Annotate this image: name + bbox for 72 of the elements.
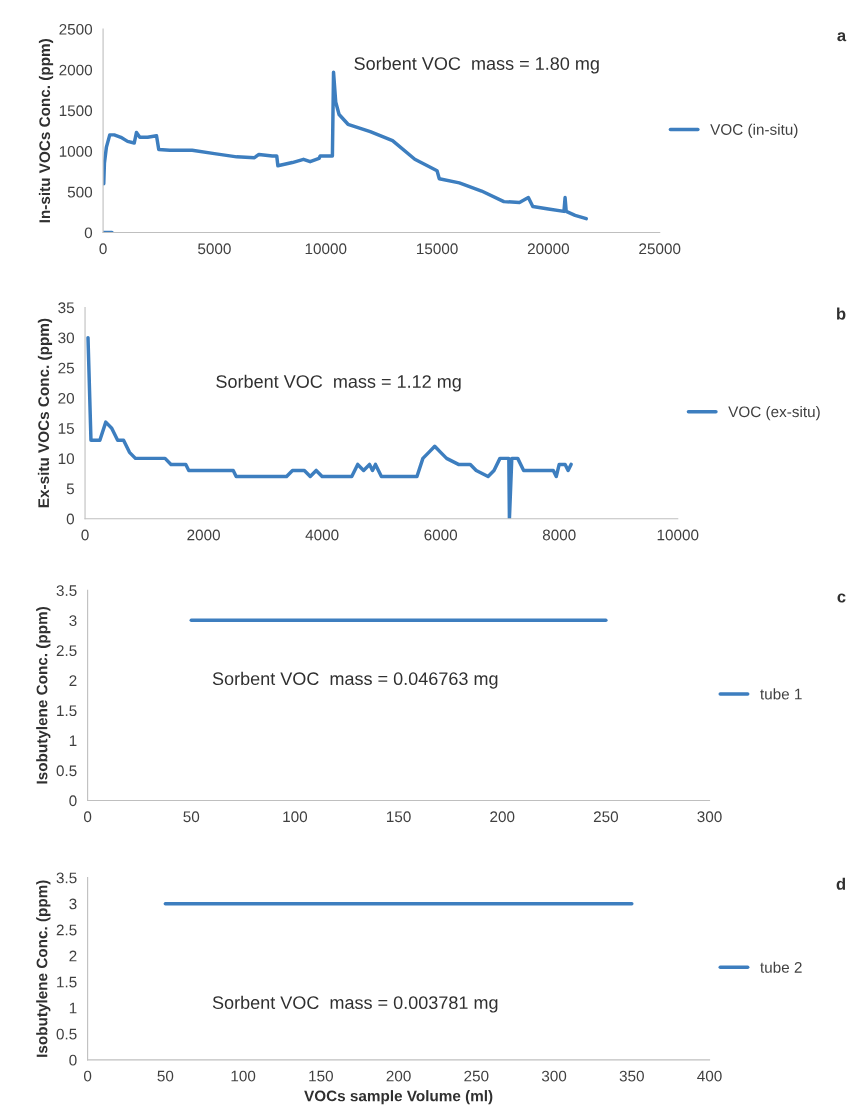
annotation: Sorbent VOC mass = 1.12 mg: [216, 374, 461, 392]
y-tick-label: 15: [58, 423, 74, 434]
y-tick-label: 3.5: [56, 872, 77, 884]
x-tick-label: 6000: [424, 529, 458, 541]
x-tick-label: 150: [387, 811, 411, 823]
text: c: [837, 593, 846, 603]
x-tick-label: 400: [697, 1070, 722, 1082]
legend-label: tube 2: [760, 961, 802, 973]
x-tick-label: 8000: [542, 529, 576, 541]
x-tick-label: 10000: [305, 243, 347, 255]
y-tick-label: 10: [58, 453, 75, 465]
y-tick-label: 1.5: [57, 705, 77, 717]
y-tick-label: 3: [69, 615, 77, 627]
x-tick-label: 4000: [305, 529, 339, 541]
annotation: Sorbent VOC mass = 1.80 mg: [354, 56, 599, 74]
x-tick-label: 250: [593, 811, 619, 823]
y-tick-label: 0.5: [56, 1028, 77, 1040]
legend-label: VOC (in-situ): [710, 123, 798, 138]
text: a: [837, 32, 847, 42]
y-tick-label: 1.5: [57, 976, 77, 988]
y-tick-label: 0: [69, 1054, 77, 1066]
x-tick-label: 300: [697, 811, 722, 823]
x-tick-label: 300: [541, 1070, 567, 1082]
x-tick-label: 50: [157, 1070, 174, 1082]
y-tick-label: 2500: [59, 23, 93, 35]
x-axis-title: VOCs sample Volume (ml): [304, 1090, 493, 1105]
text: d: [836, 877, 846, 890]
text: b: [837, 307, 846, 320]
y-tick-label: 3: [69, 898, 77, 910]
x-tick-label: 250: [464, 1070, 489, 1082]
annotation: Sorbent VOC mass = 0.046763 mg: [212, 671, 498, 689]
y-tick-label: 25: [58, 362, 74, 374]
y-axis-title: In-situ VOCs Conc. (ppm): [38, 39, 54, 223]
x-tick-label: 0: [99, 243, 107, 255]
y-tick-label: 30: [58, 332, 75, 344]
y-tick-label: 1: [69, 1002, 77, 1014]
legend-label: tube 1: [760, 688, 802, 700]
x-tick-label: 200: [490, 811, 515, 823]
legend-label: VOC (ex-situ): [728, 405, 820, 421]
x-tick-label: 25000: [639, 243, 681, 255]
y-axis-title: Isobutylene Conc. (ppm): [36, 880, 51, 1057]
y-tick-label: 0: [69, 795, 77, 807]
y-tick-label: 2000: [59, 64, 93, 76]
y-axis-title: Ex-situ VOCs Conc. (ppm): [37, 318, 53, 508]
x-tick-label: 2000: [187, 529, 220, 541]
y-tick-label: 2.5: [56, 924, 77, 936]
x-tick-label: 20000: [527, 243, 570, 255]
y-axis-title: Isobutylene Conc. (ppm): [36, 607, 51, 784]
x-tick-label: 50: [183, 811, 200, 823]
y-tick-label: 0.5: [56, 765, 77, 777]
x-tick-label: 150: [309, 1070, 333, 1082]
y-tick-label: 1500: [59, 105, 93, 117]
y-tick-label: 1: [69, 735, 77, 746]
x-tick-label: 5000: [198, 243, 231, 255]
y-tick-label: 0: [66, 513, 75, 525]
y-tick-label: 20: [58, 392, 75, 404]
y-tick-label: 3.5: [56, 585, 77, 596]
y-tick-label: 500: [67, 186, 93, 198]
y-tick-label: 2: [69, 950, 77, 962]
x-tick-label: 100: [283, 811, 308, 823]
x-tick-label: 200: [386, 1070, 411, 1082]
x-tick-label: 15000: [416, 243, 458, 255]
y-tick-label: 35: [58, 302, 74, 314]
y-tick-label: 2.5: [56, 645, 77, 657]
x-tick-label: 10000: [657, 529, 699, 541]
y-tick-label: 0: [84, 227, 93, 239]
annotation: Sorbent VOC mass = 0.003781 mg: [212, 995, 498, 1013]
y-tick-label: 1000: [59, 146, 93, 157]
y-tick-label: 2: [69, 675, 77, 686]
x-tick-label: 350: [619, 1070, 644, 1082]
x-tick-label: 100: [231, 1070, 256, 1082]
y-tick-label: 5: [66, 483, 74, 495]
